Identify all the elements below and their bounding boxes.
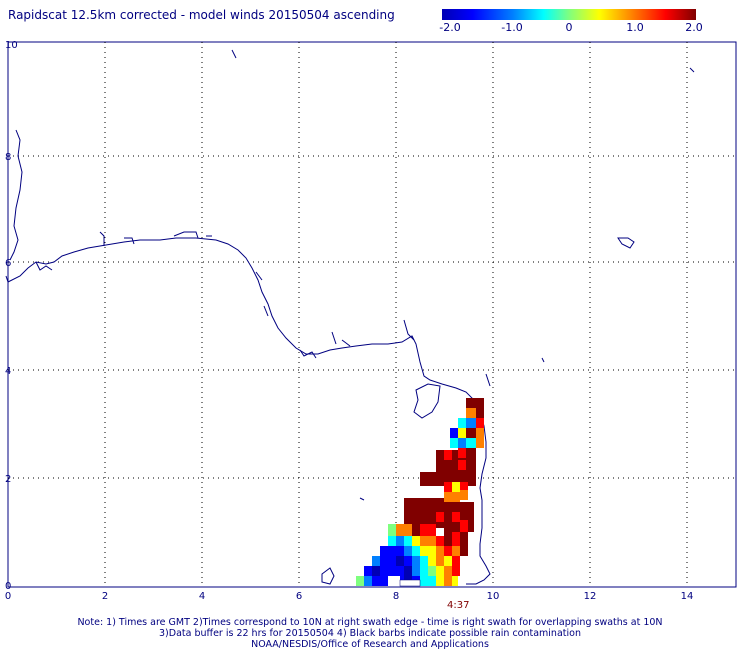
x-tick-label: 8 [393, 591, 399, 602]
footnote-line-1: Note: 1) Times are GMT 2)Times correspon… [77, 617, 663, 628]
y-tick-label: 4 [5, 366, 11, 377]
x-tick-label: 10 [487, 591, 500, 602]
colorbar-tick: 1.0 [626, 21, 644, 34]
plot-frame [7, 41, 737, 588]
colorbar [442, 9, 696, 20]
map-title: Rapidscat 12.5km corrected - model winds… [8, 8, 395, 22]
y-tick-label: 6 [5, 258, 11, 269]
colorbar-tick: -2.0 [439, 21, 461, 34]
x-tick-label: 4 [199, 591, 205, 602]
x-tick-label: 6 [296, 591, 302, 602]
x-tick-label: 0 [5, 591, 11, 602]
y-tick-label: 10 [5, 40, 18, 51]
wind-swath [356, 398, 484, 587]
y-tick-label: 2 [5, 474, 11, 485]
colorbar-tick: 2.0 [685, 21, 703, 34]
coastline [5, 49, 695, 585]
swath-time-label: 4:37 [447, 600, 470, 611]
footnote-line-2: 3)Data buffer is 22 hrs for 20150504 4) … [159, 628, 581, 639]
y-tick-label: 8 [5, 152, 11, 163]
x-tick-label: 12 [584, 591, 597, 602]
y-tick-label: 0 [5, 581, 11, 592]
x-tick-label: 2 [102, 591, 108, 602]
colorbar-tick: 0 [565, 21, 573, 34]
grid-lines [8, 42, 736, 587]
colorbar-tick: -1.0 [501, 21, 523, 34]
footnote-line-3: NOAA/NESDIS/Office of Research and Appli… [251, 639, 489, 650]
x-tick-label: 14 [681, 591, 694, 602]
